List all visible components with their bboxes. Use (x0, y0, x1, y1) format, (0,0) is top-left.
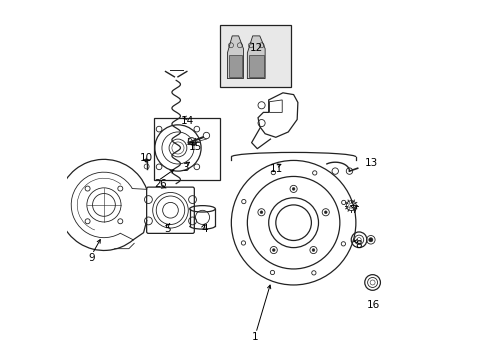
Text: 16: 16 (366, 300, 379, 310)
Text: 5: 5 (163, 224, 170, 234)
Text: 3: 3 (182, 163, 189, 172)
Text: 11: 11 (269, 164, 283, 174)
Text: 14: 14 (181, 116, 194, 126)
Circle shape (292, 188, 294, 190)
Circle shape (311, 249, 314, 252)
Text: 8: 8 (354, 240, 361, 250)
Circle shape (368, 238, 372, 242)
Text: 15: 15 (188, 142, 202, 152)
Bar (153, 118, 219, 180)
Text: 2: 2 (154, 179, 160, 189)
Text: 4: 4 (201, 224, 207, 234)
Bar (219, 25, 290, 87)
Circle shape (324, 211, 326, 214)
Circle shape (272, 249, 275, 252)
Text: 1: 1 (251, 332, 258, 342)
Text: 12: 12 (249, 43, 263, 53)
Bar (248, 55, 263, 77)
Circle shape (260, 211, 263, 214)
Bar (228, 55, 242, 77)
Text: 7: 7 (351, 205, 357, 215)
Polygon shape (247, 36, 264, 78)
Text: 13: 13 (365, 158, 378, 168)
Text: 10: 10 (140, 153, 153, 163)
Text: 9: 9 (88, 253, 95, 262)
Polygon shape (227, 36, 243, 78)
Text: 6: 6 (159, 179, 165, 189)
